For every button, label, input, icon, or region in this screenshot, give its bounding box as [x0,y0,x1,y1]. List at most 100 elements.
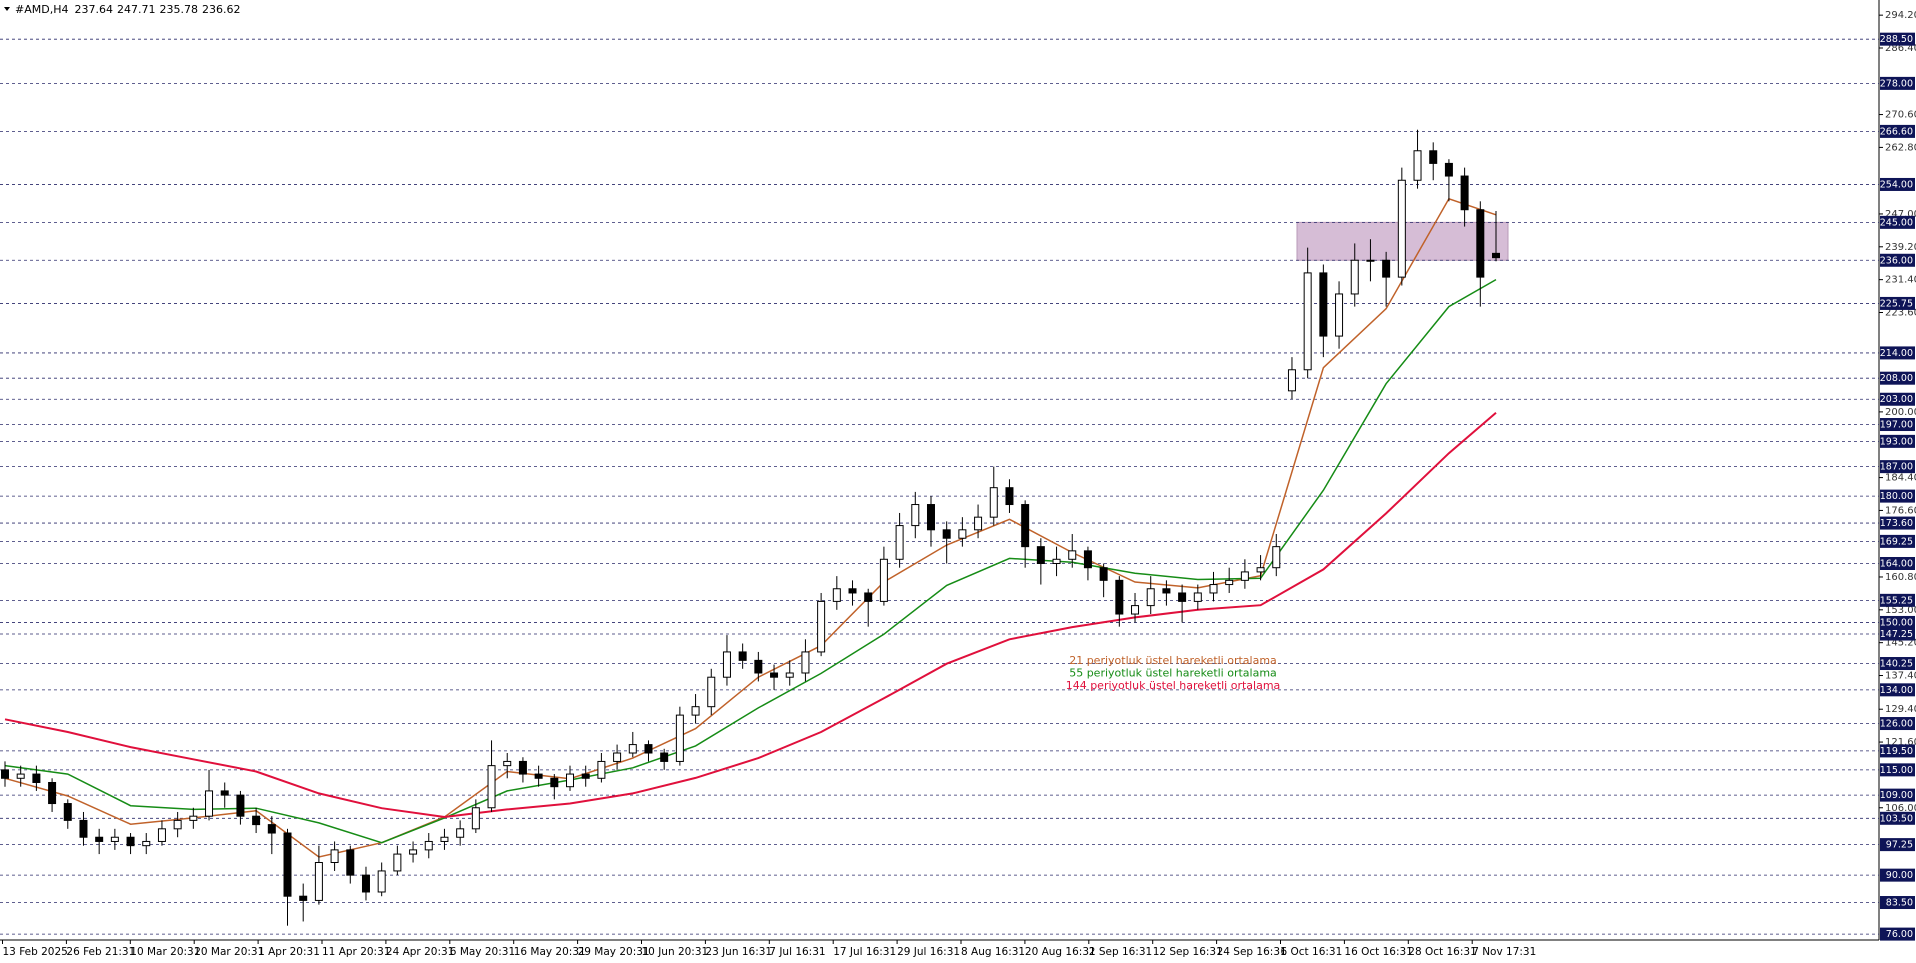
candle-body [299,895,308,901]
candle-body [864,592,873,602]
x-tick-label: 11 Apr 20:31 [322,946,390,958]
level-label-bg [1880,392,1915,406]
candle-body [110,836,119,842]
candle-body [534,773,543,779]
candle-body [1382,259,1391,278]
level-label: 203.00 [1880,394,1913,405]
y-tick-label: 270.60 [1885,110,1916,121]
candle-body [1036,546,1045,564]
candle-body [1429,150,1438,164]
level-label: 119.50 [1880,746,1913,757]
level-label-bg [1880,296,1915,310]
candle-body [1052,558,1061,564]
candle-body [817,600,826,653]
level-label: 83.50 [1886,898,1913,909]
header: #AMD,H4 237.64 247.71 235.78 236.62 [15,3,240,16]
candle-body [1146,588,1155,607]
candle-body [1476,209,1485,278]
candle-body [267,824,276,834]
y-tick-label: 231.40 [1885,275,1916,286]
candle-body [926,504,935,531]
candle-body [675,714,684,762]
candle-body [346,849,355,876]
level-label: 76.00 [1886,929,1913,940]
candle-body [1303,272,1312,371]
level-label: 126.00 [1880,719,1913,730]
ma-line [4,411,1497,819]
candle-body [1,769,9,779]
candle-body [456,828,465,838]
level-label-bg [1880,177,1915,191]
candle-body [1193,592,1202,602]
level-label-bg [1880,124,1915,138]
candle-body [628,744,637,754]
candle-body [142,840,151,847]
level-label: 180.00 [1880,491,1913,502]
candle-body [1083,550,1092,569]
level-label: 278.00 [1880,78,1913,89]
candle-body [1319,272,1328,337]
level-label: 254.00 [1880,179,1913,190]
level-label-bg [1880,896,1915,910]
candle-body [1162,588,1171,594]
candle-body [644,744,653,754]
level-label: 134.00 [1880,685,1913,696]
y-tick-label: 184.40 [1885,473,1916,484]
candle-body [832,588,841,602]
candle-body [1005,487,1014,506]
x-tick-label: 2 Sep 16:31 [1089,946,1152,958]
level-label-bg [1880,788,1915,802]
candle-body [691,706,700,716]
x-tick-label: 12 Sep 16:31 [1153,946,1223,958]
candle-body [722,651,731,678]
x-tick-label: 7 Nov 17:31 [1472,946,1536,958]
candle-body [848,588,857,594]
candle-body [189,815,198,821]
candle-body [707,676,716,708]
level-label: 208.00 [1880,373,1913,384]
header-close: 236.62 [202,3,241,16]
level-label-bg [1880,683,1915,697]
y-tick-label: 223.60 [1885,307,1916,318]
level-label-bg [1880,346,1915,360]
header-open: 237.64 [74,3,113,16]
candle-body [1287,369,1296,392]
x-tick-label: 10 Mar 20:31 [130,946,200,958]
candle-body [989,487,998,518]
level-label: 109.00 [1880,790,1913,801]
candle-body [314,862,323,901]
level-label: 225.75 [1880,298,1913,309]
level-label-bg [1880,434,1915,448]
candle-body [440,836,449,842]
candle-body [471,807,480,830]
candle-body [738,651,747,661]
candle-body [911,504,920,527]
x-tick-label: 23 Jun 16:31 [705,946,772,958]
candle-body [205,790,214,817]
level-label: 115.00 [1880,765,1913,776]
level-label-bg [1880,615,1915,629]
candle-body [393,853,402,872]
x-tick-label: 29 Jul 16:31 [897,946,960,958]
x-tick-label: 24 Sep 16:31 [1217,946,1287,958]
candle-body [613,752,622,762]
x-tick-label: 6 Oct 16:31 [1281,946,1343,958]
level-label-bg [1880,927,1915,941]
level-label-bg [1880,868,1915,882]
level-label: 147.25 [1880,629,1913,640]
candle-body [566,773,575,788]
candle-body [1131,605,1140,615]
x-tick-label: 20 Aug 16:31 [1025,946,1096,958]
candle-body [1178,592,1187,602]
candle-body [958,529,967,539]
level-label-bg [1880,418,1915,432]
candle-body [1225,579,1234,586]
x-tick-label: 8 Aug 16:31 [961,946,1025,958]
candle-body [79,819,88,838]
candle-body [283,832,292,897]
candle-body [1115,579,1124,615]
candle-body [1099,567,1108,581]
x-tick-label: 29 May 20:31 [578,946,650,958]
candle-body [16,773,25,779]
